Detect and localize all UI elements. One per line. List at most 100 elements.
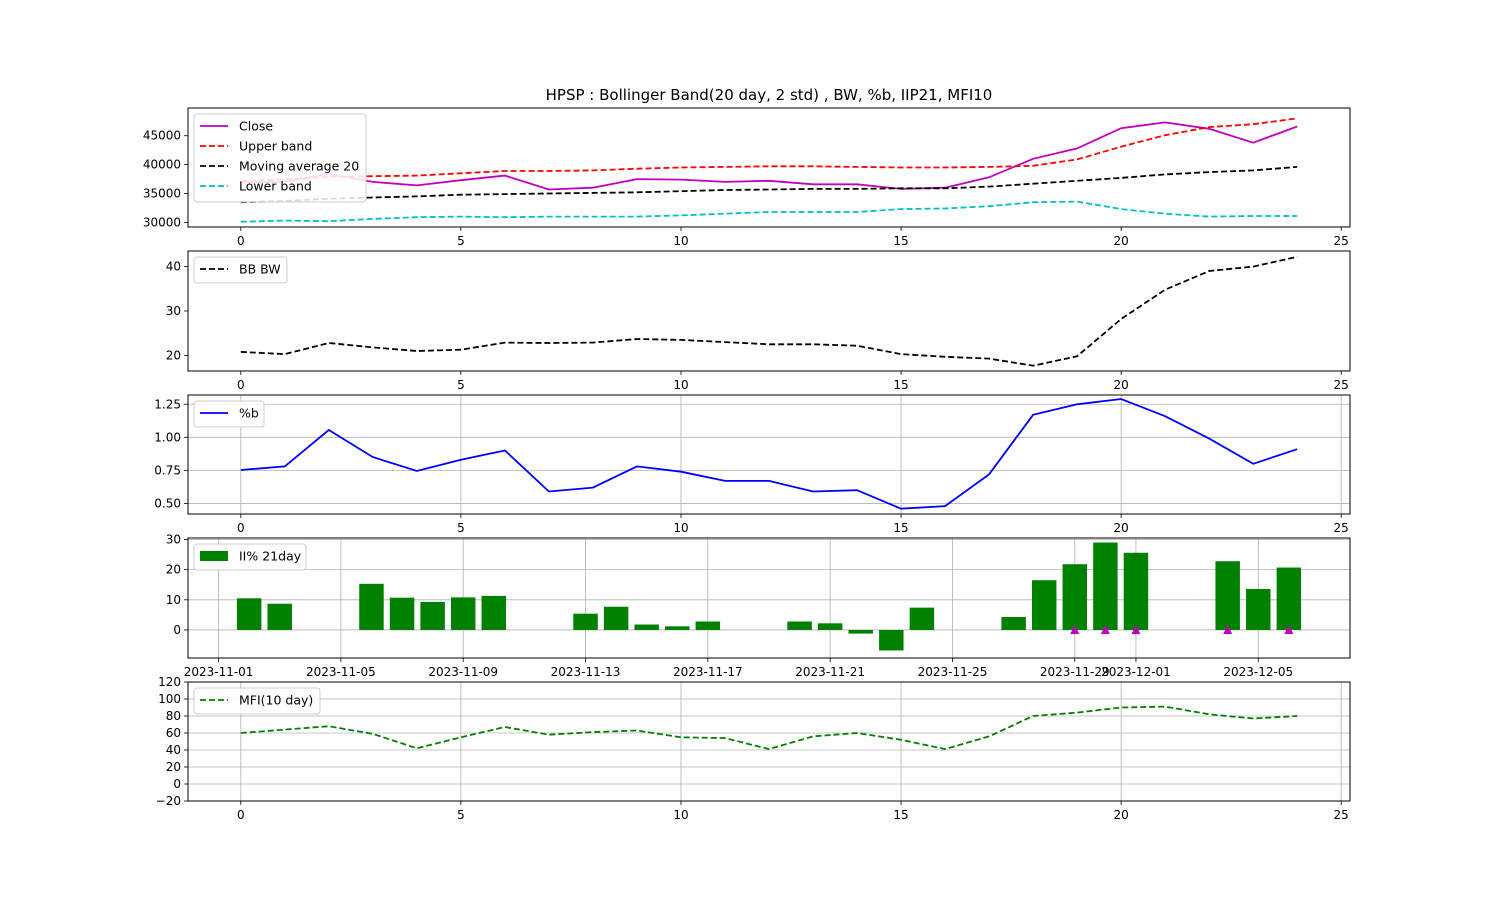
bar: [1215, 561, 1240, 630]
y-tick-label: 10: [166, 593, 181, 607]
bar: [1093, 542, 1118, 630]
x-tick-label: 10: [673, 808, 688, 822]
y-tick-label: 1.25: [154, 397, 181, 411]
series-line-lower-band: [240, 200, 1298, 223]
bar: [1123, 552, 1149, 630]
x-tick-label: 2023-11-09: [428, 665, 498, 679]
bar: [1001, 616, 1026, 630]
axes-frame: [187, 537, 1351, 659]
x-tick-label: 15: [893, 378, 908, 392]
legend-box: [193, 400, 265, 428]
marker-triangle: [1100, 624, 1110, 634]
y-tick-label: 20: [166, 563, 181, 577]
bar: [603, 606, 629, 630]
legend-label: Lower band: [239, 179, 312, 194]
y-tick-label: 30000: [143, 215, 181, 229]
bar: [909, 607, 935, 630]
bar: [481, 595, 507, 630]
panel-bandwidth: 0 5 10 15 20 25 20 30 40 BB BW: [166, 250, 1351, 392]
panel-bollinger: 0 5 10 15 20 25 30000 35000 40000 45000 Close Upper…: [143, 107, 1351, 248]
x-tick-label: 5: [457, 808, 465, 822]
bar: [573, 613, 598, 630]
x-tick-label: 25: [1334, 521, 1349, 535]
y-tick-label: −20: [156, 794, 181, 808]
series-line-close: [240, 121, 1298, 191]
x-tick-label: 2023-11-25: [918, 665, 988, 679]
y-tick-label: 0: [173, 777, 181, 791]
bar: [267, 603, 292, 630]
x-tick-label: 25: [1334, 234, 1349, 248]
y-tick-label: 30: [166, 304, 181, 318]
bar: [787, 621, 812, 630]
y-tick-label: 120: [158, 675, 181, 689]
legend-label: II% 21day: [239, 549, 302, 564]
x-tick-label: 25: [1334, 378, 1349, 392]
legend-label: Close: [239, 119, 273, 134]
plot-area: [240, 117, 1298, 223]
legend-label: MFI(10 day): [239, 693, 313, 708]
bar: [848, 629, 873, 634]
plot-area: [240, 255, 1298, 367]
axes-frame: [187, 107, 1351, 228]
marker-triangle: [1131, 624, 1141, 634]
x-tick-label: 10: [673, 521, 688, 535]
legend-box: [193, 113, 367, 203]
y-tick-label: 80: [166, 709, 181, 723]
bar: [1031, 580, 1057, 630]
x-tick-label: 2023-11-05: [306, 665, 376, 679]
bar: [450, 597, 476, 630]
legend-box: [193, 256, 288, 284]
y-tick-label: 20: [166, 348, 181, 362]
bar: [236, 598, 262, 630]
panel-percent_b: 0 5 10 15 20 25 0.50 0.75 1.00 1.25 %b: [154, 394, 1351, 535]
y-tick-label: 60: [166, 726, 181, 740]
x-tick-label: 0: [237, 808, 245, 822]
marker-triangle: [1070, 624, 1080, 634]
plot-area: [240, 398, 1298, 510]
axes-frame: [187, 681, 1351, 802]
plot-area: [240, 705, 1298, 751]
y-tick-label: 45000: [143, 129, 181, 143]
y-tick-label: 40: [166, 743, 181, 757]
x-tick-label: 15: [893, 234, 908, 248]
x-tick-label: 15: [893, 808, 908, 822]
x-tick-label: 15: [893, 521, 908, 535]
legend-label: %b: [239, 406, 259, 421]
series-line-bb-bw: [240, 255, 1298, 367]
y-tick-label: 40: [166, 260, 181, 274]
x-tick-label: 0: [237, 234, 245, 248]
x-tick-label: 20: [1113, 521, 1128, 535]
marker-triangle: [1223, 624, 1233, 634]
y-tick-label: 35000: [143, 186, 181, 200]
bar: [695, 621, 721, 630]
x-tick-label: 0: [237, 378, 245, 392]
bar: [634, 624, 659, 630]
x-tick-label: 0: [237, 521, 245, 535]
bar: [420, 601, 445, 630]
legend-label: Upper band: [239, 139, 312, 154]
y-tick-label: 20: [166, 760, 181, 774]
y-tick-label: 0: [173, 623, 181, 637]
x-tick-label: 20: [1113, 808, 1128, 822]
axes-frame: [187, 250, 1351, 372]
bar: [1276, 567, 1302, 630]
x-tick-label: 2023-12-05: [1223, 665, 1293, 679]
bar: [389, 597, 415, 630]
x-tick-label: 2023-11-29: [1040, 665, 1110, 679]
y-tick-label: 100: [158, 692, 181, 706]
x-tick-label: 2023-12-01: [1101, 665, 1171, 679]
bar: [359, 583, 384, 630]
y-tick-label: 30: [166, 533, 181, 547]
y-tick-label: 1.00: [154, 430, 181, 444]
bar: [817, 623, 843, 630]
x-tick-label: 2023-11-17: [673, 665, 743, 679]
plot-area: [236, 542, 1302, 651]
series-line-moving-average-20: [240, 166, 1298, 204]
legend-label: Moving average 20: [239, 159, 359, 174]
x-tick-label: 2023-11-01: [184, 665, 254, 679]
x-tick-label: 5: [457, 378, 465, 392]
chart-title: HPSP : Bollinger Band(20 day, 2 std) , B…: [546, 86, 993, 104]
marker-triangle: [1284, 624, 1294, 634]
series-line-mfi-10-day-: [240, 705, 1298, 751]
